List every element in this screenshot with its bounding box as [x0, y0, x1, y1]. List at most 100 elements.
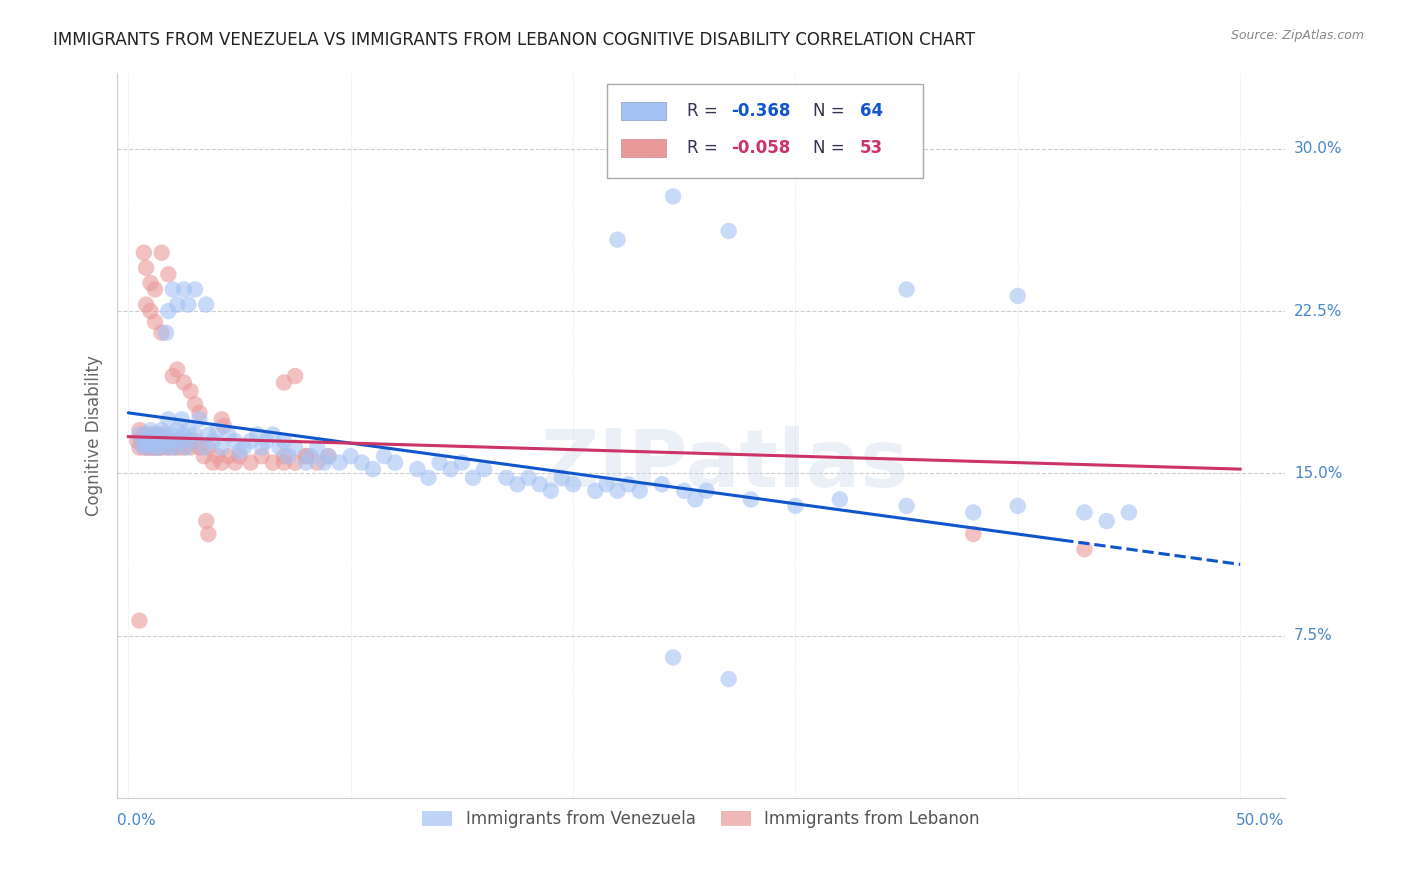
Point: [162, 282, 184, 296]
Point: [132, 441, 155, 455]
Point: [157, 434, 180, 448]
Point: [173, 376, 195, 390]
Point: [628, 483, 651, 498]
Point: [150, 245, 173, 260]
Point: [195, 297, 218, 311]
Point: [273, 449, 295, 463]
Point: [143, 441, 166, 455]
Point: [184, 282, 207, 296]
Point: [153, 434, 176, 448]
Point: [128, 614, 150, 628]
Point: [166, 423, 188, 437]
Point: [269, 441, 291, 455]
Point: [188, 406, 211, 420]
Point: [180, 441, 202, 455]
Point: [142, 441, 165, 455]
Point: [1007, 499, 1029, 513]
Point: [896, 282, 918, 296]
Point: [239, 456, 262, 470]
Point: [262, 456, 284, 470]
Point: [273, 376, 295, 390]
Point: [132, 434, 155, 448]
Point: [307, 456, 329, 470]
Point: [174, 434, 197, 448]
Point: [166, 362, 188, 376]
Point: [193, 441, 215, 455]
Point: [273, 434, 295, 448]
Point: [177, 423, 200, 437]
Point: [284, 441, 307, 455]
Point: [450, 456, 472, 470]
Point: [717, 672, 740, 686]
Point: [962, 505, 984, 519]
Point: [350, 456, 373, 470]
Point: [188, 441, 211, 455]
Point: [128, 423, 150, 437]
Point: [163, 441, 186, 455]
Point: [277, 449, 299, 463]
Point: [155, 441, 177, 455]
Point: [139, 438, 162, 452]
Point: [143, 315, 166, 329]
Point: [136, 427, 159, 442]
Point: [583, 483, 606, 498]
Point: [170, 412, 193, 426]
Point: [461, 471, 484, 485]
Point: [406, 462, 429, 476]
Point: [136, 441, 159, 455]
Point: [177, 297, 200, 311]
Point: [197, 527, 219, 541]
Point: [295, 449, 318, 463]
Text: 64: 64: [859, 103, 883, 120]
Point: [224, 456, 246, 470]
Point: [163, 441, 186, 455]
Y-axis label: Cognitive Disability: Cognitive Disability: [86, 355, 103, 516]
Point: [135, 434, 157, 448]
Point: [211, 441, 233, 455]
Point: [150, 326, 173, 340]
Point: [142, 427, 165, 442]
Point: [211, 456, 233, 470]
Point: [174, 441, 197, 455]
Point: [128, 441, 150, 455]
Text: R =: R =: [688, 138, 723, 157]
Point: [896, 499, 918, 513]
Point: [384, 456, 406, 470]
Point: [193, 449, 215, 463]
Point: [135, 441, 157, 455]
Point: [131, 434, 153, 448]
Point: [166, 297, 188, 311]
Point: [695, 483, 717, 498]
Point: [157, 268, 180, 282]
Point: [170, 434, 193, 448]
FancyBboxPatch shape: [607, 84, 922, 178]
Point: [1095, 514, 1118, 528]
Point: [373, 449, 395, 463]
Point: [169, 441, 191, 455]
Point: [135, 260, 157, 275]
Point: [295, 456, 318, 470]
Legend: Immigrants from Venezuela, Immigrants from Lebanon: Immigrants from Venezuela, Immigrants fr…: [416, 804, 986, 835]
Point: [217, 427, 239, 442]
Point: [540, 483, 562, 498]
Point: [197, 441, 219, 455]
Point: [662, 650, 685, 665]
Point: [284, 456, 307, 470]
Point: [472, 462, 495, 476]
Text: IMMIGRANTS FROM VENEZUELA VS IMMIGRANTS FROM LEBANON COGNITIVE DISABILITY CORREL: IMMIGRANTS FROM VENEZUELA VS IMMIGRANTS …: [53, 31, 976, 49]
Point: [188, 412, 211, 426]
Point: [361, 462, 384, 476]
Point: [785, 499, 807, 513]
Point: [339, 449, 361, 463]
Text: R =: R =: [688, 103, 723, 120]
Point: [139, 434, 162, 448]
Point: [250, 449, 273, 463]
Point: [162, 369, 184, 384]
Point: [232, 441, 254, 455]
Point: [169, 434, 191, 448]
Point: [617, 477, 640, 491]
Point: [328, 456, 350, 470]
Point: [150, 427, 173, 442]
Point: [184, 397, 207, 411]
Point: [135, 297, 157, 311]
